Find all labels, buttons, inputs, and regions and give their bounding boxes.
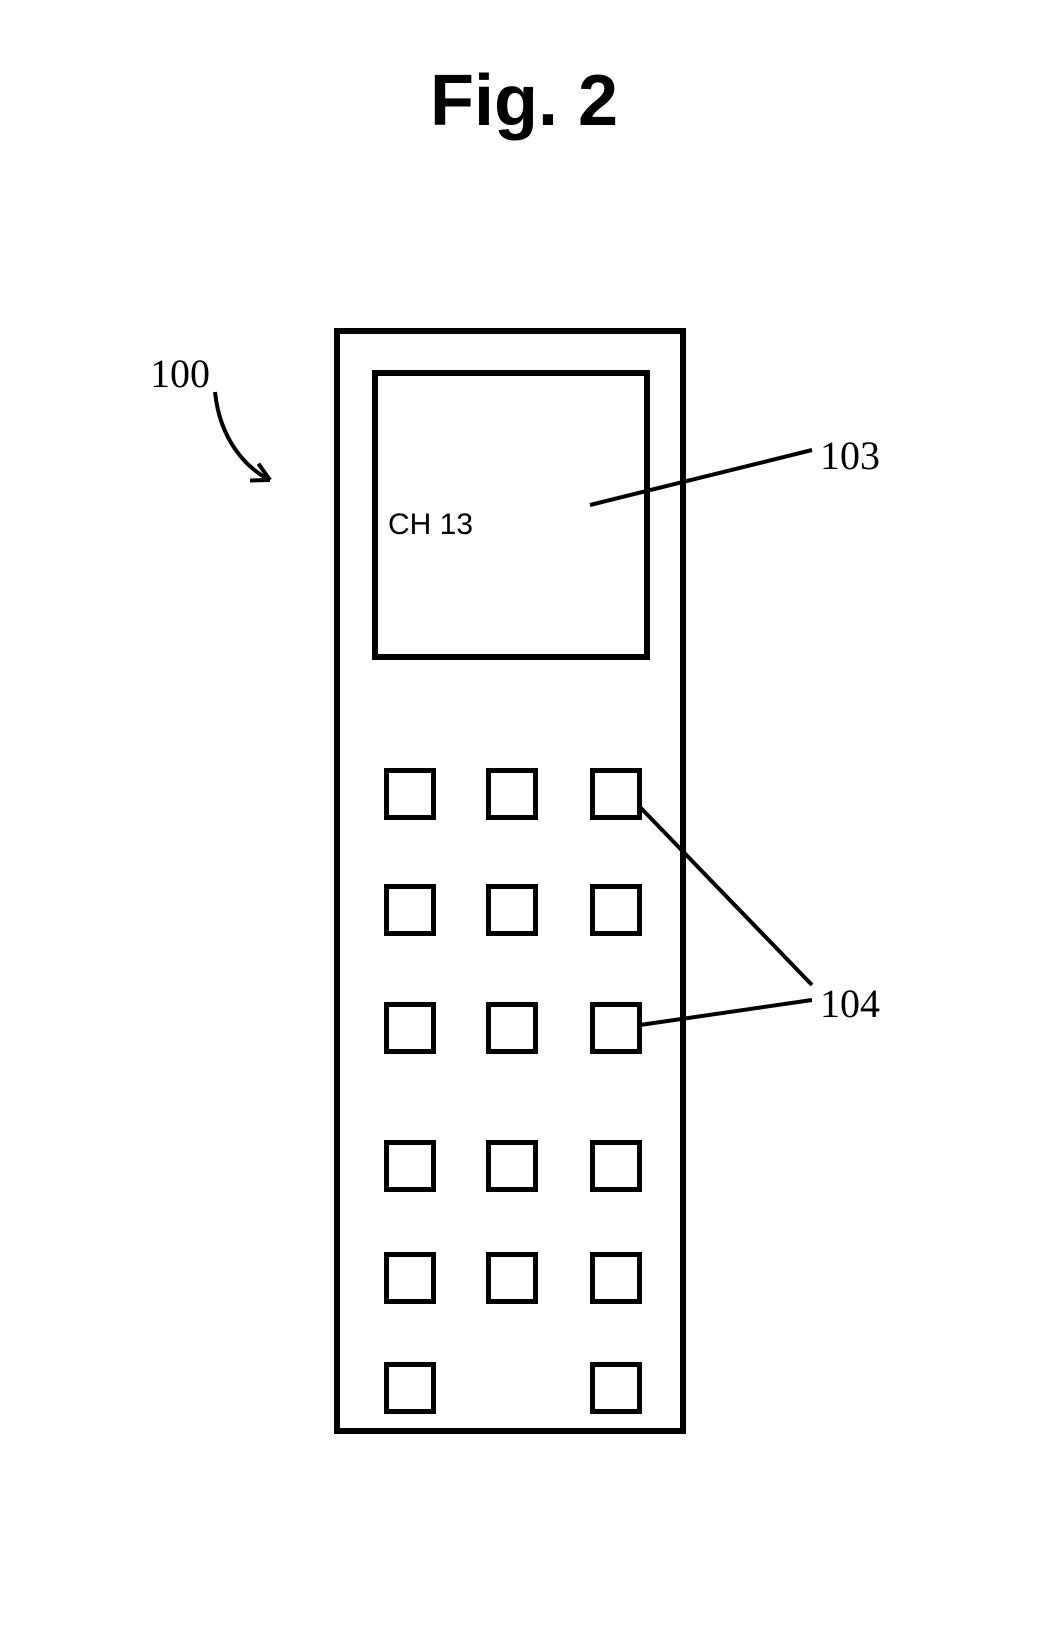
keypad-button[interactable] [590, 1140, 642, 1192]
keypad-button[interactable] [384, 1362, 436, 1414]
callout-label-device: 100 [150, 350, 210, 397]
keypad-button[interactable] [486, 1252, 538, 1304]
figure-title: Fig. 2 [0, 60, 1048, 142]
keypad-button[interactable] [486, 768, 538, 820]
keypad-button[interactable] [486, 1002, 538, 1054]
keypad-button[interactable] [384, 1140, 436, 1192]
keypad-button[interactable] [590, 1002, 642, 1054]
callout-label-screen: 103 [820, 432, 880, 479]
keypad-button[interactable] [384, 768, 436, 820]
screen-channel-text: CH 13 [388, 508, 473, 542]
callout-label-keypad: 104 [820, 980, 880, 1027]
keypad-button[interactable] [384, 1002, 436, 1054]
keypad-button[interactable] [590, 884, 642, 936]
keypad-button[interactable] [486, 884, 538, 936]
keypad-button[interactable] [384, 1252, 436, 1304]
keypad-button[interactable] [590, 768, 642, 820]
keypad-button[interactable] [590, 1252, 642, 1304]
keypad-button[interactable] [384, 884, 436, 936]
figure-page: Fig. 2 CH 13 100 103 104 [0, 0, 1048, 1648]
keypad-button[interactable] [486, 1140, 538, 1192]
keypad-button[interactable] [590, 1362, 642, 1414]
